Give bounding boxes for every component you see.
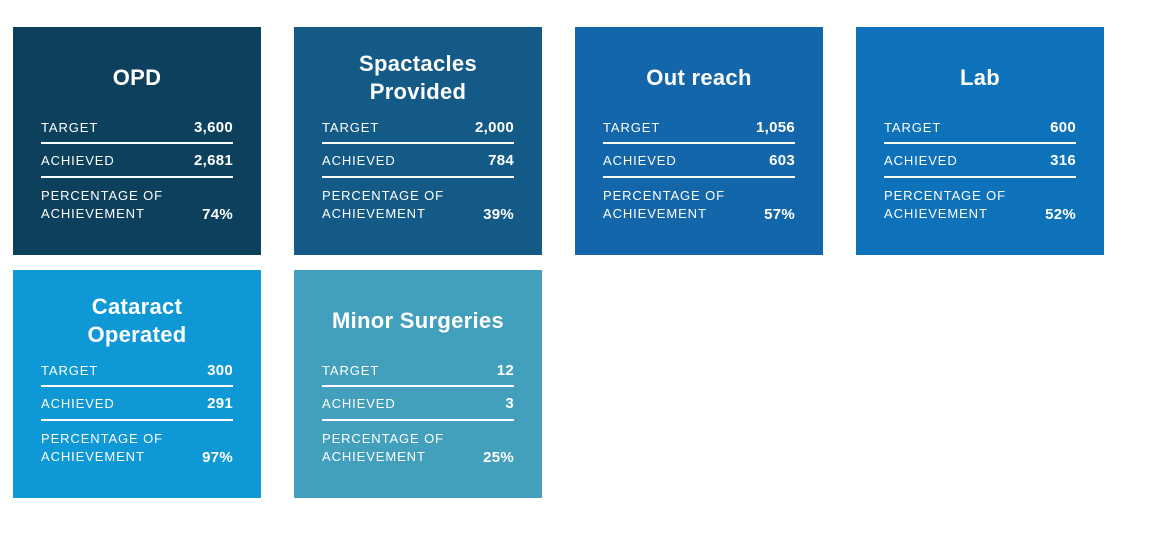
card-title: Minor Surgeries [322,288,514,354]
kpi-board: OPD TARGET 3,600 ACHIEVED 2,681 PERCENTA… [13,27,1104,498]
achieved-label: ACHIEVED [41,396,115,412]
achieved-value: 784 [488,152,514,170]
percentage-label: PERCENTAGE OF ACHIEVEMENT [603,187,725,221]
achieved-label: ACHIEVED [322,396,396,412]
target-value: 600 [1050,119,1076,137]
percentage-value: 25% [483,449,514,466]
percentage-label: PERCENTAGE OF ACHIEVEMENT [884,187,1006,221]
target-label: TARGET [41,120,99,136]
card-title-text: Spactacles Provided [359,51,477,105]
card-stats: TARGET 300 ACHIEVED 291 PERCENTAGE OF AC… [41,354,233,466]
card-title-text: Lab [959,65,1000,91]
percentage-label: PERCENTAGE OF ACHIEVEMENT [322,187,444,221]
achieved-value: 603 [769,152,795,170]
target-value: 12 [496,362,514,380]
card-stats: TARGET 2,000 ACHIEVED 784 PERCENTAGE OF … [322,111,514,223]
achieved-value: 316 [1050,152,1076,170]
target-row: TARGET 300 [41,354,233,388]
target-label: TARGET [603,120,661,136]
percentage-row: PERCENTAGE OF ACHIEVEMENT 97% [41,421,233,466]
card-title-text: Cataract Operated [87,294,187,348]
percentage-value: 57% [764,206,795,223]
target-value: 3,600 [193,119,233,137]
achieved-row: ACHIEVED 2,681 [41,144,233,178]
card-title: Spactacles Provided [322,45,514,111]
achieved-row: ACHIEVED 316 [884,144,1076,178]
card-title: Cataract Operated [41,288,233,354]
achieved-row: ACHIEVED 784 [322,144,514,178]
kpi-card-lab: Lab TARGET 600 ACHIEVED 316 PERCENTAGE O… [856,27,1104,255]
target-row: TARGET 2,000 [322,111,514,145]
achieved-label: ACHIEVED [41,153,115,169]
achieved-row: ACHIEVED 603 [603,144,795,178]
achieved-value: 3 [505,395,514,413]
achieved-row: ACHIEVED 291 [41,387,233,421]
card-title-text: Out reach [646,65,752,91]
achieved-value: 291 [207,395,233,413]
target-row: TARGET 1,056 [603,111,795,145]
kpi-card-opd: OPD TARGET 3,600 ACHIEVED 2,681 PERCENTA… [13,27,261,255]
percentage-value: 74% [202,206,233,223]
percentage-row: PERCENTAGE OF ACHIEVEMENT 39% [322,178,514,223]
card-title: Lab [884,45,1076,111]
target-value: 2,000 [474,119,514,137]
percentage-row: PERCENTAGE OF ACHIEVEMENT 52% [884,178,1076,223]
target-value: 1,056 [755,119,795,137]
card-stats: TARGET 12 ACHIEVED 3 PERCENTAGE OF ACHIE… [322,354,514,466]
target-label: TARGET [322,363,380,379]
card-title-text: OPD [112,65,162,91]
percentage-label: PERCENTAGE OF ACHIEVEMENT [322,430,444,464]
percentage-row: PERCENTAGE OF ACHIEVEMENT 57% [603,178,795,223]
achieved-label: ACHIEVED [603,153,677,169]
achieved-label: ACHIEVED [884,153,958,169]
achieved-value: 2,681 [193,152,233,170]
percentage-value: 52% [1045,206,1076,223]
percentage-value: 39% [483,206,514,223]
target-label: TARGET [322,120,380,136]
target-row: TARGET 12 [322,354,514,388]
card-stats: TARGET 3,600 ACHIEVED 2,681 PERCENTAGE O… [41,111,233,223]
card-title-text: Minor Surgeries [332,308,504,334]
percentage-row: PERCENTAGE OF ACHIEVEMENT 74% [41,178,233,223]
achieved-row: ACHIEVED 3 [322,387,514,421]
target-label: TARGET [41,363,99,379]
kpi-card-spactacles-provided: Spactacles Provided TARGET 2,000 ACHIEVE… [294,27,542,255]
percentage-label: PERCENTAGE OF ACHIEVEMENT [41,430,163,464]
card-stats: TARGET 1,056 ACHIEVED 603 PERCENTAGE OF … [603,111,795,223]
kpi-card-out-reach: Out reach TARGET 1,056 ACHIEVED 603 PERC… [575,27,823,255]
percentage-label: PERCENTAGE OF ACHIEVEMENT [41,187,163,221]
target-value: 300 [207,362,233,380]
target-row: TARGET 600 [884,111,1076,145]
card-title: Out reach [603,45,795,111]
percentage-row: PERCENTAGE OF ACHIEVEMENT 25% [322,421,514,466]
kpi-card-minor-surgeries: Minor Surgeries TARGET 12 ACHIEVED 3 PER… [294,270,542,498]
target-label: TARGET [884,120,942,136]
card-stats: TARGET 600 ACHIEVED 316 PERCENTAGE OF AC… [884,111,1076,223]
percentage-value: 97% [202,449,233,466]
card-title: OPD [41,45,233,111]
kpi-card-cataract-operated: Cataract Operated TARGET 300 ACHIEVED 29… [13,270,261,498]
achieved-label: ACHIEVED [322,153,396,169]
target-row: TARGET 3,600 [41,111,233,145]
